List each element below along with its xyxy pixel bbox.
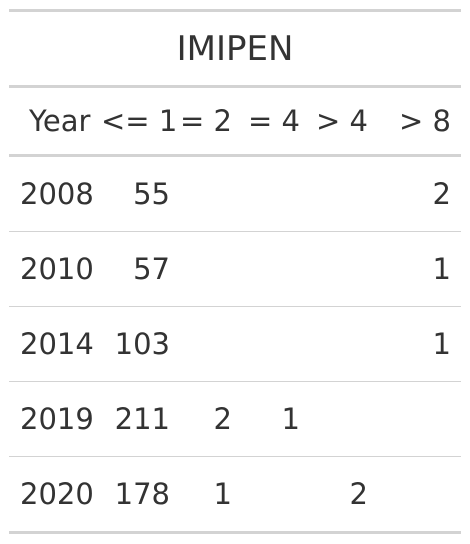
table-top-rule [9,9,461,12]
cell-gt-8: 1 [432,327,451,361]
header-year: Year [29,104,91,138]
table-row: 2019 211 2 1 [9,381,461,456]
cell-le-1: 178 [114,477,170,511]
table-header-row: Year <= 1 = 2 = 4 > 4 > 8 [9,88,461,154]
title-rule [9,85,461,88]
header-rule [9,154,461,157]
cell-eq-2: 1 [213,477,232,511]
cell-year: 2010 [20,252,94,286]
header-eq-4: = 4 [248,104,300,138]
table-row: 2010 57 1 [9,231,461,306]
cell-year: 2020 [20,477,94,511]
cell-year: 2008 [20,177,94,211]
cell-year: 2014 [20,327,94,361]
summary-table: IMIPEN Year <= 1 = 2 = 4 > 4 > 8 2008 55… [9,9,461,534]
header-eq-2: = 2 [180,104,232,138]
cell-gt-8: 2 [432,177,451,211]
cell-eq-4: 1 [281,402,300,436]
table-title: IMIPEN [176,28,294,69]
table-row: 2014 103 1 [9,306,461,381]
table-row: 2008 55 2 [9,157,461,231]
cell-gt-8: 1 [432,252,451,286]
table-bottom-rule [9,531,461,534]
cell-year: 2019 [20,402,94,436]
cell-eq-2: 2 [213,402,232,436]
cell-le-1: 57 [133,252,170,286]
cell-le-1: 211 [114,402,170,436]
cell-le-1: 55 [133,177,170,211]
cell-le-1: 103 [114,327,170,361]
header-le-1: <= 1 [101,104,178,138]
cell-gt-4: 2 [349,477,368,511]
header-gt-4: > 4 [316,104,368,138]
table-row: 2020 178 1 2 [9,456,461,531]
header-gt-8: > 8 [399,104,451,138]
